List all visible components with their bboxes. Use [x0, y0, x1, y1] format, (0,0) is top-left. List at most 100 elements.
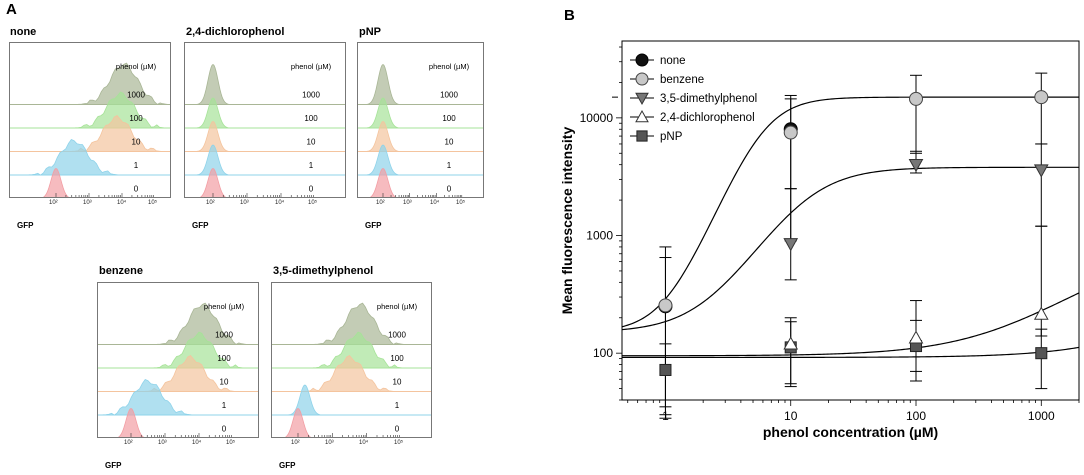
histogram-peak [78, 62, 169, 105]
gfp-axis-label: GFP [279, 461, 296, 470]
concentration-label: 0 [222, 425, 227, 434]
histogram-peak [366, 144, 400, 176]
gfp-tick-label: 10³ [325, 440, 334, 446]
gfp-tick-label: 10⁴ [359, 440, 369, 446]
histogram-peak [366, 63, 400, 105]
histogram-peak [288, 384, 321, 416]
histogram-peak [314, 302, 405, 345]
gfp-axis-label: GFP [105, 461, 122, 470]
y-tick-label: 10000 [580, 111, 614, 125]
legend-header: phenol (µM) [204, 302, 245, 311]
concentration-label: 10 [307, 138, 316, 147]
gfp-tick-label: 10² [376, 200, 385, 206]
gfp-tick-label: 10² [124, 440, 133, 446]
histogram-peak [118, 408, 144, 437]
legend-marker [635, 53, 649, 67]
data-point-pnp [659, 363, 672, 376]
gfp-tick-label: 10⁵ [394, 440, 404, 446]
panel-b-chart: B1001000100001101001000phenol concentrat… [559, 7, 1080, 440]
panel-a-label: A [6, 1, 17, 18]
histogram-peak [196, 97, 230, 129]
concentration-label: 1 [447, 161, 452, 170]
histogram-peak [43, 168, 69, 197]
histogram-pnp: 1000 100 10 1 0 phenol (µM) [357, 42, 484, 198]
gfp-axis-label: GFP [365, 221, 382, 230]
gfp-tick-label: 10⁴ [117, 200, 127, 206]
concentration-label: 1000 [388, 331, 406, 340]
histogram-peak [102, 379, 193, 416]
concentration-label: 10 [393, 378, 402, 387]
gfp-tick-label: 10⁵ [308, 200, 318, 206]
gfp-axis-label: GFP [17, 221, 34, 230]
y-tick-label: 1000 [586, 229, 613, 243]
y-tick-label: 100 [593, 346, 613, 360]
x-tick-label: 100 [906, 409, 926, 423]
histogram-peak [312, 331, 403, 369]
histogram-title-dcp: 2,4-dichlorophenol [186, 26, 285, 38]
histogram-peak [370, 168, 396, 197]
gfp-axis-label: GFP [192, 221, 209, 230]
gfp-tick-label: 10³ [240, 200, 249, 206]
legend-label: none [660, 55, 686, 67]
concentration-label: 100 [390, 354, 404, 363]
legend-label: pNP [660, 131, 683, 143]
gfp-tick-label: 10² [291, 440, 300, 446]
legend-header: phenol (µM) [377, 302, 418, 311]
histogram-peak [285, 408, 311, 437]
concentration-label: 100 [217, 354, 231, 363]
histogram-title-dmp: 3,5-dimethylphenol [273, 265, 374, 277]
concentration-label: 1000 [440, 91, 458, 100]
histogram-peak [366, 97, 400, 129]
concentration-label: 10 [220, 378, 229, 387]
concentration-label: 1000 [302, 91, 320, 100]
concentration-label: 1 [309, 161, 314, 170]
gfp-tick-label: 10² [49, 200, 58, 206]
histogram-title-none: none [10, 26, 37, 38]
concentration-label: 10 [132, 138, 141, 147]
data-point-2-4-dichlorophenol [783, 336, 799, 350]
concentration-label: 100 [304, 114, 318, 123]
histogram-peak [71, 114, 162, 152]
legend-marker [635, 109, 649, 123]
concentration-label: 1 [134, 161, 139, 170]
histogram-dcp: 1000 100 10 1 0 phenol (µM) [184, 42, 346, 198]
gfp-tick-label: 10³ [83, 200, 92, 206]
histogram-benzene: 1000 100 10 1 0 phenol (µM) [97, 282, 259, 438]
gfp-tick-label: 10⁵ [456, 200, 466, 206]
histogram-peak [28, 139, 120, 176]
concentration-label: 100 [442, 114, 456, 123]
histogram-peak [196, 144, 230, 176]
histogram-peak [304, 354, 395, 392]
concentration-label: 0 [134, 185, 139, 194]
data-point-benzene [658, 298, 673, 313]
gfp-tick-label: 10⁵ [226, 440, 236, 446]
concentration-label: 0 [309, 185, 314, 194]
concentration-label: 0 [395, 425, 400, 434]
data-point-2-4-dichlorophenol [1033, 306, 1049, 320]
gfp-tick-label: 10⁴ [192, 440, 202, 446]
x-tick-label: 10 [784, 409, 798, 423]
concentration-label: 0 [447, 185, 452, 194]
gfp-tick-label: 10³ [403, 200, 412, 206]
concentration-label: 100 [129, 114, 143, 123]
legend-label: benzene [660, 74, 704, 86]
concentration-label: 1 [395, 401, 400, 410]
x-axis-label: phenol concentration (µM) [763, 424, 938, 440]
panel-b-label: B [564, 7, 575, 24]
histogram-peak [153, 331, 244, 369]
concentration-label: 1000 [127, 91, 145, 100]
gfp-tick-label: 10⁴ [275, 200, 285, 206]
histogram-peak [366, 121, 400, 152]
histogram-peak [196, 63, 230, 105]
histogram-peak [196, 121, 230, 152]
y-axis-label: Mean fluorescence intensity [559, 127, 575, 315]
gfp-tick-label: 10⁵ [148, 200, 158, 206]
data-point-pnp [1035, 347, 1048, 360]
concentration-label: 1000 [215, 331, 233, 340]
fit-curve [622, 166, 1079, 331]
fit-curve [622, 346, 1079, 359]
legend-label: 3,5-dimethylphenol [660, 93, 757, 105]
x-tick-label: 1000 [1028, 409, 1055, 423]
legend-marker [635, 92, 649, 106]
gfp-tick-label: 10² [206, 200, 215, 206]
